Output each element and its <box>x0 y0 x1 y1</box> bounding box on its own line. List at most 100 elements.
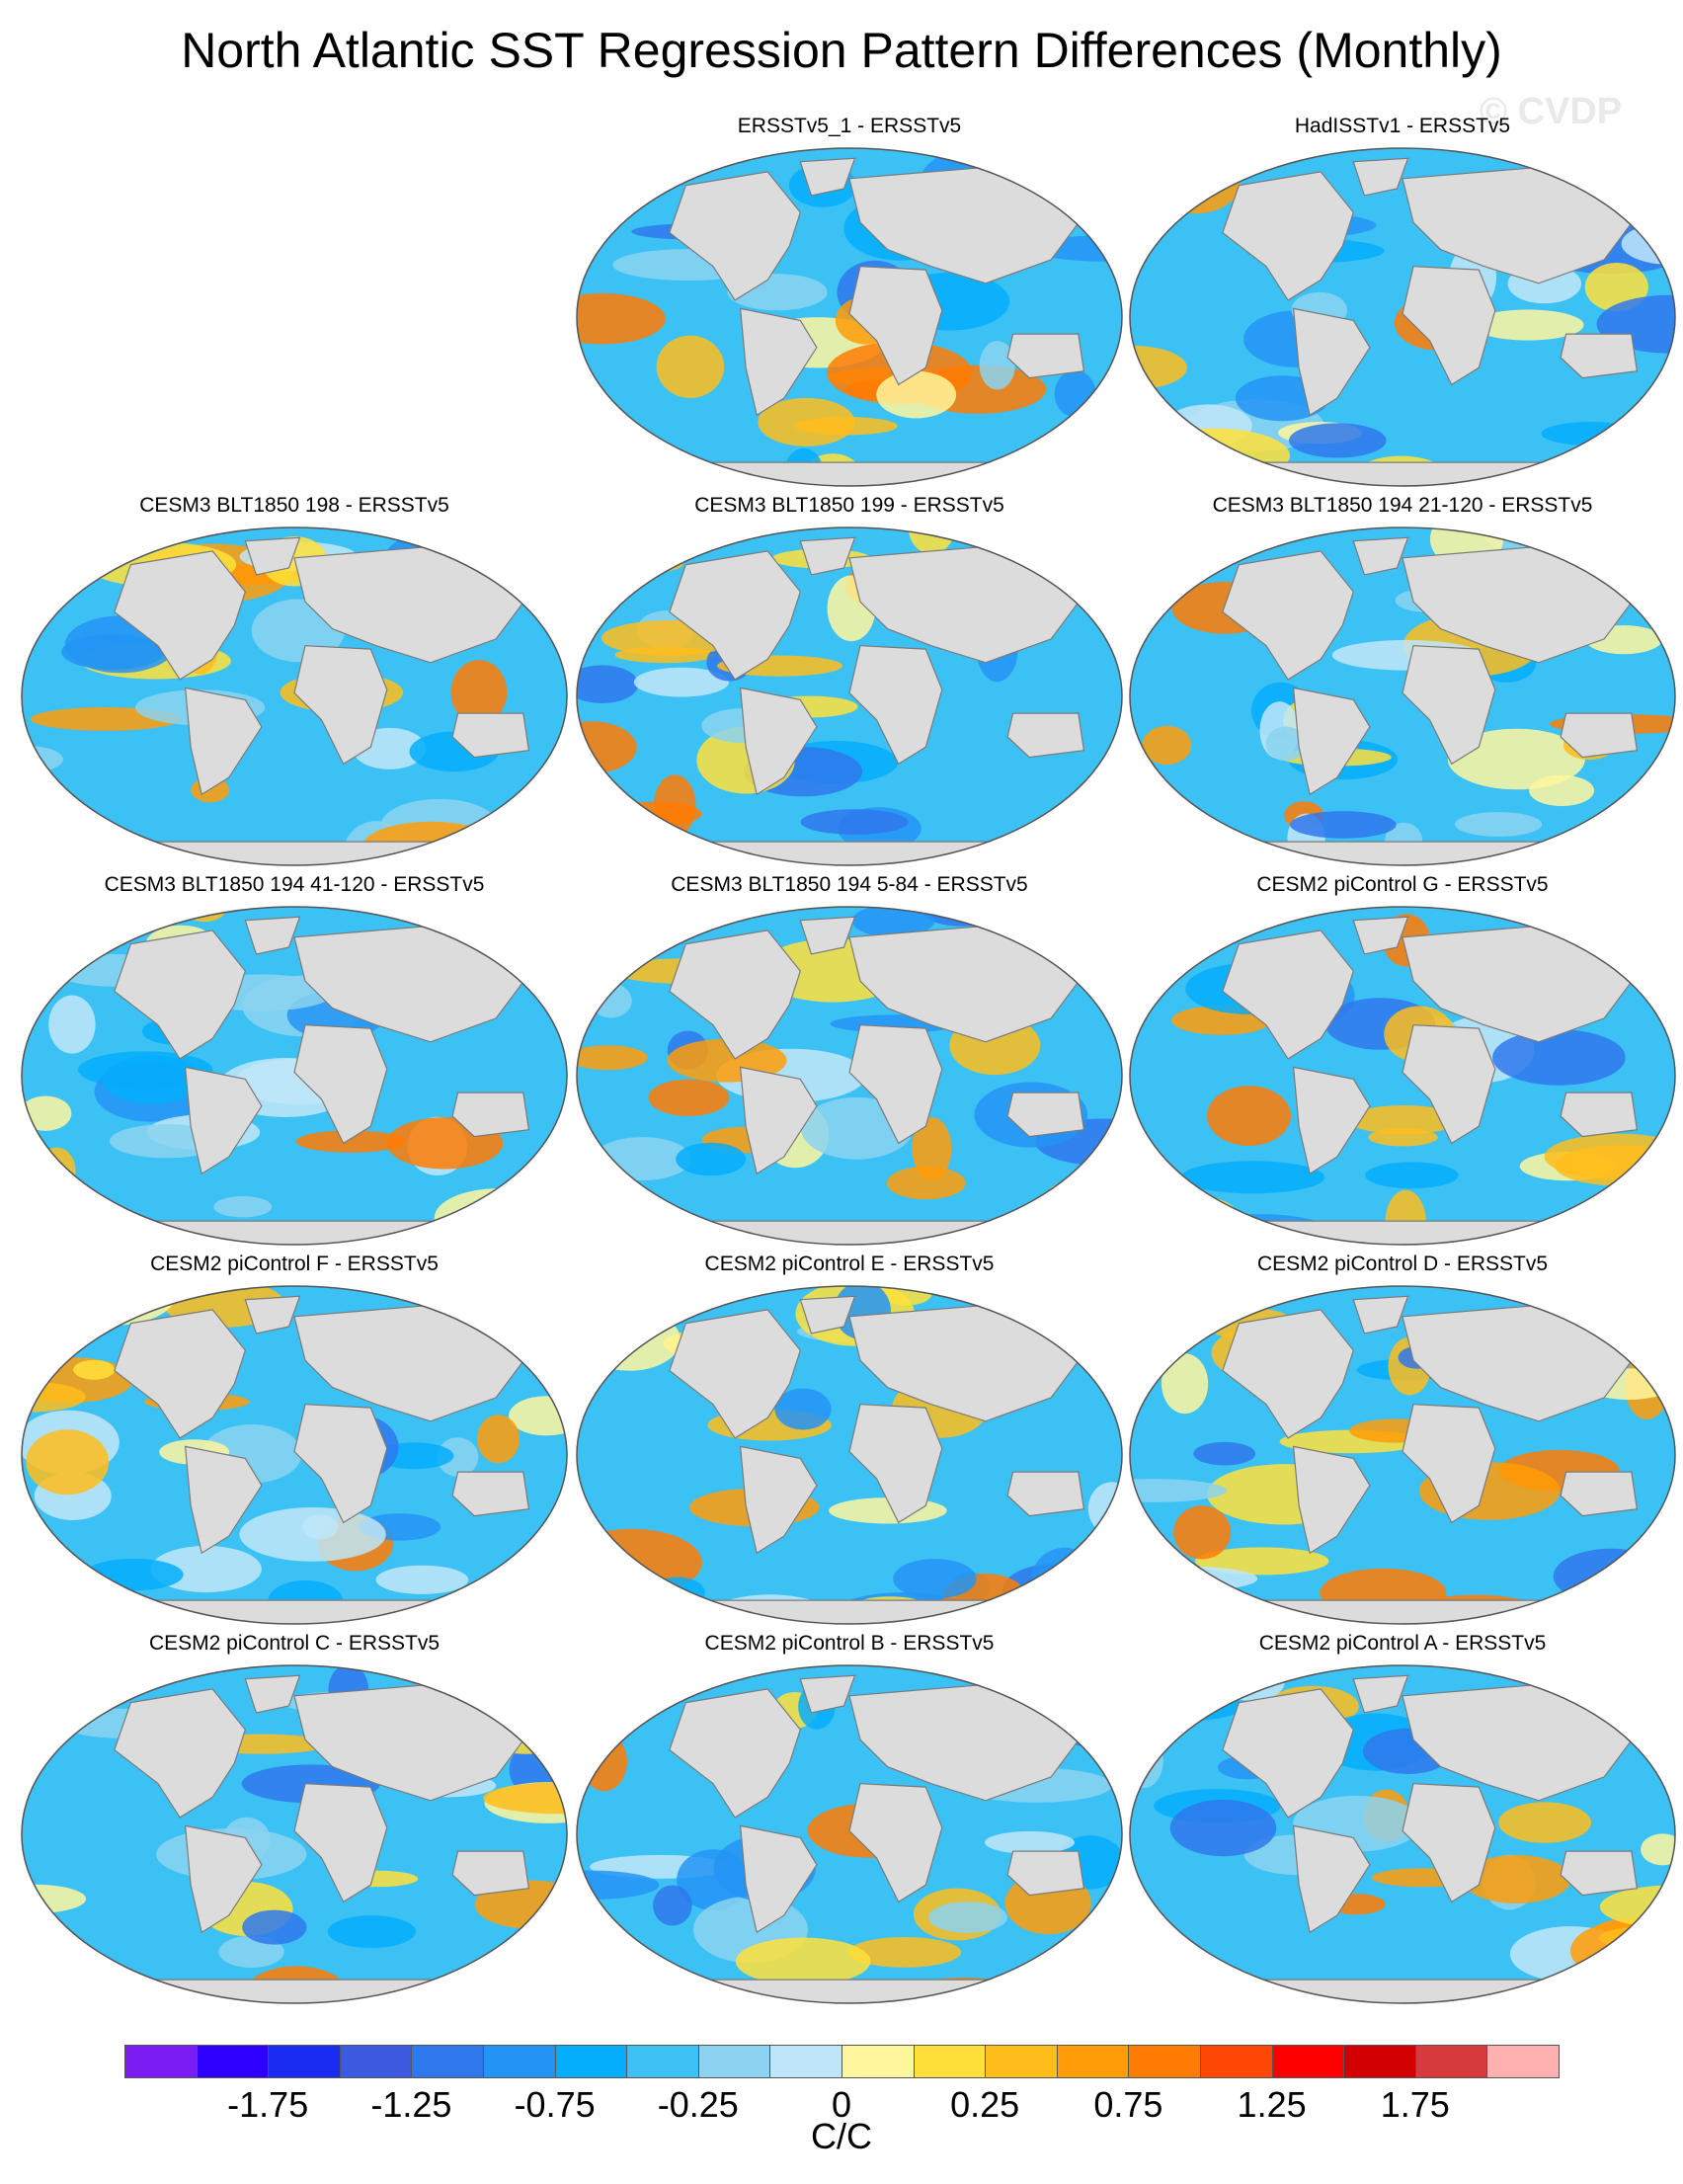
land-mass <box>799 1674 856 1714</box>
colorbar-box <box>196 2045 270 2078</box>
anomaly-patch <box>847 1937 962 1968</box>
anomaly-patch <box>1130 1566 1258 1591</box>
land-mass <box>1352 536 1409 576</box>
anomaly-patch <box>242 1909 307 1945</box>
land-mass <box>669 930 801 1060</box>
panel-title: CESM3 BLT1850 194 41-120 - ERSSTv5 <box>104 873 485 896</box>
anomaly-patch <box>302 1514 339 1540</box>
land-mass <box>244 536 301 576</box>
map-panel: ERSSTv5_1 - ERSSTv5 <box>573 115 1126 492</box>
colorbar-box <box>1486 2045 1560 2078</box>
colorbar-box <box>626 2045 699 2078</box>
colorbar-box <box>1343 2045 1416 2078</box>
anomaly-patch <box>57 1665 143 1686</box>
land-mass <box>244 1674 301 1714</box>
world-map <box>1129 1285 1676 1625</box>
land-mass <box>848 1024 943 1145</box>
anomaly-patch <box>1541 422 1641 445</box>
land-mass <box>739 687 818 796</box>
anomaly-patch <box>102 1055 202 1104</box>
panel-title: CESM3 BLT1850 198 - ERSSTv5 <box>139 494 449 517</box>
land-mass <box>848 1783 943 1903</box>
land-mass <box>848 645 943 766</box>
ocean-field <box>1130 527 1675 865</box>
land-mass <box>680 1220 1019 1245</box>
anomaly-patch <box>893 1559 977 1599</box>
anomaly-patch <box>1472 309 1584 341</box>
anomaly-patch <box>1002 1564 1104 1617</box>
land-mass <box>848 1404 943 1524</box>
land-mass <box>1222 1688 1354 1819</box>
anomaly-patch <box>928 1901 1007 1933</box>
anomaly-patch <box>1173 1505 1232 1560</box>
anomaly-patch <box>1194 1547 1329 1576</box>
map-outline <box>576 1285 1123 1625</box>
map-outline <box>1129 526 1676 866</box>
land-mass <box>1233 461 1572 486</box>
colorbar <box>124 2045 1560 2080</box>
land-mass <box>124 1979 464 2003</box>
anomaly-patch <box>515 1665 567 1719</box>
panel-title: CESM3 BLT1850 194 21-120 - ERSSTv5 <box>1212 494 1593 517</box>
map-outline <box>1129 906 1676 1246</box>
land-mass <box>1560 1850 1639 1897</box>
anomaly-patch <box>1134 1194 1238 1236</box>
land-mass <box>114 1309 246 1439</box>
land-mass <box>1402 1404 1496 1524</box>
anomaly-patch <box>985 1830 1075 1854</box>
land-mass <box>1222 930 1354 1060</box>
panel-title: CESM2 piControl A - ERSSTv5 <box>1258 1632 1547 1655</box>
map-outline <box>576 906 1123 1246</box>
land-mass <box>739 1445 818 1555</box>
land-mass <box>184 687 263 796</box>
anomaly-patch <box>656 335 725 398</box>
anomaly-patch <box>979 341 1015 390</box>
anomaly-patch <box>1447 728 1585 790</box>
panel-title: CESM2 piControl F - ERSSTv5 <box>150 1253 439 1275</box>
anomaly-patch <box>1289 423 1387 458</box>
land-mass <box>680 841 1019 865</box>
land-mass <box>1560 1092 1639 1138</box>
panel-title: CESM2 piControl E - ERSSTv5 <box>704 1253 995 1275</box>
watermark-text: © CVDP <box>1480 91 1623 132</box>
anomaly-patch <box>1142 1286 1185 1336</box>
land-mass <box>124 1599 464 1624</box>
anomaly-patch <box>1130 1665 1200 1719</box>
map-outline <box>1129 147 1676 487</box>
land-mass <box>1352 1295 1409 1335</box>
land-mass <box>1292 687 1371 796</box>
land-mass <box>1292 307 1371 417</box>
world-map <box>21 1664 568 2004</box>
anomaly-patch <box>1462 1855 1571 1903</box>
anomaly-patch <box>1138 428 1290 483</box>
anomaly-patch <box>624 1673 665 1704</box>
land-mass <box>1352 916 1409 955</box>
map-outline <box>21 906 568 1246</box>
world-map <box>1129 906 1676 1246</box>
colorbar-box <box>411 2045 484 2078</box>
land-mass <box>680 1599 1019 1624</box>
world-map <box>1129 1664 1676 2004</box>
map-panel: CESM3 BLT1850 198 - ERSSTv5 <box>18 494 571 871</box>
anomaly-patch <box>1130 1479 1228 1502</box>
land-mass <box>1233 1979 1572 2003</box>
ocean-field <box>22 1665 567 2003</box>
anomaly-patch <box>1054 370 1096 418</box>
anomaly-patch <box>650 1577 705 1609</box>
anomaly-patch <box>375 1565 469 1594</box>
anomaly-patch <box>1142 725 1192 766</box>
land-mass <box>184 1066 263 1175</box>
map-panel: HadISSTv1 - ERSSTv5 <box>1126 115 1679 492</box>
anomaly-patch <box>327 1915 416 1949</box>
map-outline <box>21 1664 568 2004</box>
land-mass <box>1402 1024 1496 1145</box>
anomaly-patch <box>1031 1547 1098 1614</box>
anomaly-patch <box>577 1045 648 1071</box>
land-mass <box>739 1824 818 1934</box>
anomaly-patch <box>1492 1029 1626 1086</box>
figure-title: North Atlantic SST Regression Pattern Di… <box>181 23 1502 78</box>
anomaly-patch <box>477 1415 520 1464</box>
anomaly-patch <box>615 1286 672 1312</box>
colorbar-box <box>697 2045 771 2078</box>
map-panel: CESM3 BLT1850 194 21-120 - ERSSTv5 <box>1126 494 1679 871</box>
